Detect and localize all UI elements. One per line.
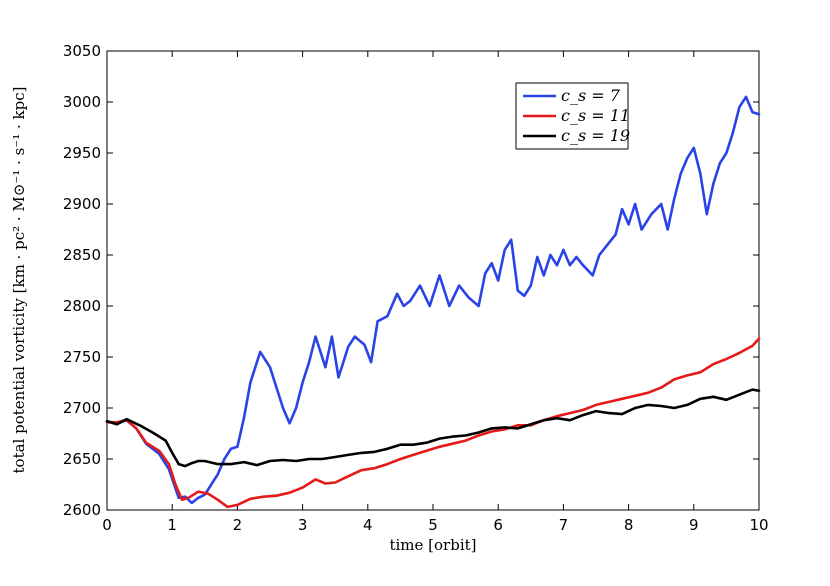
y-tick-label: 2850 xyxy=(63,246,101,264)
x-tick-label: 5 xyxy=(428,516,438,534)
y-tick-label: 3050 xyxy=(63,42,101,60)
y-tick-label: 3000 xyxy=(63,93,101,111)
legend-label-2: c_s = 11 xyxy=(561,106,630,125)
y-tick-label: 2950 xyxy=(63,144,101,162)
x-axis-label: time [orbit] xyxy=(389,536,476,554)
y-tick-label: 2600 xyxy=(63,501,101,519)
x-tick-label: 3 xyxy=(298,516,308,534)
y-tick-label: 2650 xyxy=(63,450,101,468)
legend-label-1: c_s = 7 xyxy=(561,86,621,105)
x-tick-label: 0 xyxy=(102,516,112,534)
x-tick-label: 10 xyxy=(749,516,768,534)
y-tick-label: 2900 xyxy=(63,195,101,213)
y-tick-label: 2750 xyxy=(63,348,101,366)
x-tick-label: 4 xyxy=(363,516,373,534)
x-tick-label: 6 xyxy=(493,516,503,534)
x-tick-label: 9 xyxy=(689,516,699,534)
y-tick-label: 2800 xyxy=(63,297,101,315)
legend: c_s = 7c_s = 11c_s = 19 xyxy=(515,82,630,150)
series-line-3 xyxy=(105,388,761,468)
legend-label-3: c_s = 19 xyxy=(561,126,630,145)
series-line-2 xyxy=(105,337,761,509)
y-tick-label: 2700 xyxy=(63,399,101,417)
x-tick-label: 7 xyxy=(559,516,569,534)
series-line-1 xyxy=(105,95,761,505)
y-axis-label: total potential vorticity [km · pc² · M⊙… xyxy=(10,87,28,474)
x-tick-label: 1 xyxy=(167,516,177,534)
x-tick-label: 2 xyxy=(233,516,243,534)
plot-frame xyxy=(106,50,760,511)
series-lines xyxy=(105,95,761,509)
x-tick-label: 8 xyxy=(624,516,634,534)
axis-ticks: 0 1 2 3 4 5 6 7 8 9 10 2600 2650 2700 2750 2800 2850 2900… xyxy=(63,42,769,534)
